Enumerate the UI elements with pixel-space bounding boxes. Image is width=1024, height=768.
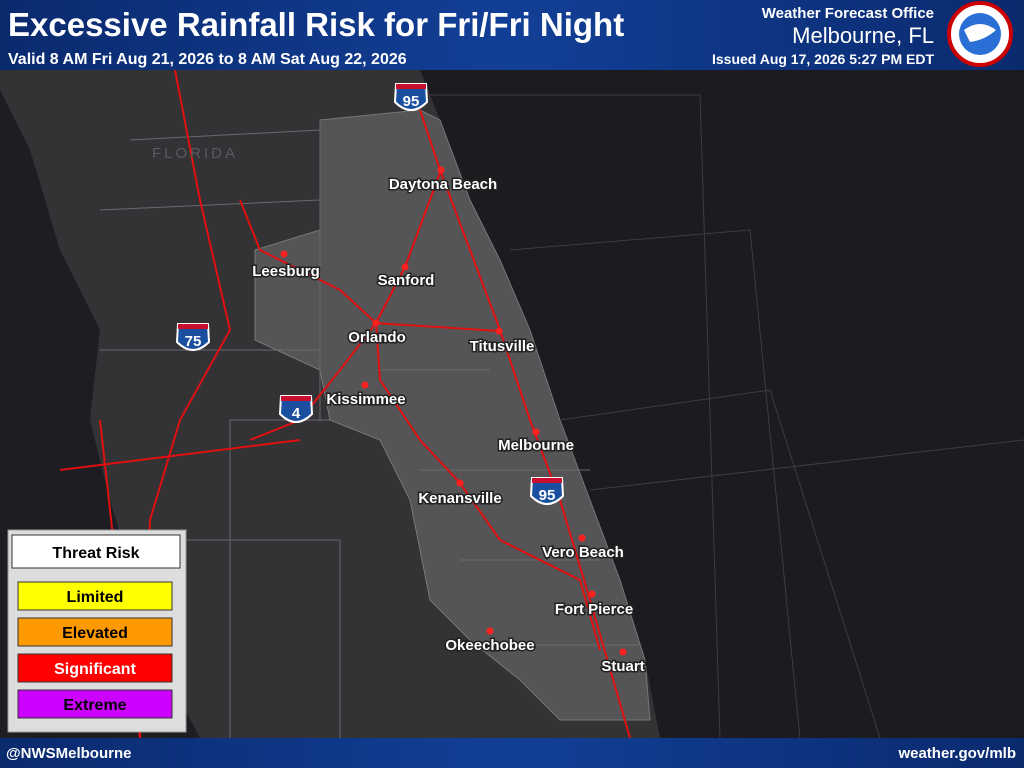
- state-label: FLORIDA: [152, 145, 238, 162]
- city-dot: [401, 263, 409, 271]
- city-dot: [456, 479, 464, 487]
- county-lines: [99, 94, 1024, 739]
- city-label: Stuart: [601, 658, 644, 675]
- city-label: Daytona Beach: [389, 176, 497, 193]
- ocean: [420, 70, 1024, 738]
- interstate-shield: [175, 323, 211, 351]
- legend-title: Threat Risk: [52, 545, 139, 562]
- footer-bar: [0, 738, 1024, 768]
- city-dot: [280, 250, 288, 258]
- city-dot: [495, 327, 503, 335]
- legend-swatch: [17, 653, 173, 683]
- legend-label: Significant: [54, 661, 136, 678]
- city-dot: [532, 428, 540, 436]
- city-dot: [372, 319, 380, 327]
- shield-number: 75: [185, 333, 202, 350]
- legend-label: Extreme: [63, 697, 126, 714]
- legend-title-box: [11, 534, 181, 569]
- shield-top: [178, 324, 208, 329]
- legend-label: Elevated: [62, 625, 128, 642]
- city-dot: [486, 627, 494, 635]
- nws-logo: [947, 1, 1013, 67]
- city-dot: [437, 166, 445, 174]
- shield-top: [532, 478, 562, 483]
- city-label: Titusville: [470, 338, 535, 355]
- forecast-area: [254, 109, 651, 721]
- legend-swatch: [17, 689, 173, 719]
- issued: Issued Aug 17, 2026 5:27 PM EDT: [712, 51, 934, 67]
- shield-number: 95: [403, 93, 420, 110]
- legend-label: Limited: [67, 589, 124, 606]
- city-label: Okeechobee: [445, 637, 534, 654]
- footer-right: weather.gov/mlb: [897, 745, 1016, 762]
- legend-swatch: [17, 581, 173, 611]
- city-label: Kenansville: [418, 490, 501, 507]
- interstate-shield: [278, 395, 314, 423]
- city-label: Fort Pierce: [555, 601, 633, 618]
- city-label: Melbourne: [498, 437, 574, 454]
- header-bar: [0, 0, 1024, 70]
- city-dot: [619, 648, 627, 656]
- shield-top: [396, 84, 426, 89]
- city-dot: [588, 590, 596, 598]
- location: Melbourne, FL: [792, 23, 934, 48]
- city-label: Sanford: [378, 272, 435, 289]
- interstate-shield: [393, 83, 429, 111]
- shield-number: 4: [292, 405, 301, 422]
- legend-swatch: [17, 617, 173, 647]
- title: Excessive Rainfall Risk for Fri/Fri Nigh…: [8, 6, 624, 43]
- city-label: Leesburg: [252, 263, 320, 280]
- city-label: Vero Beach: [542, 544, 624, 561]
- interstate-shield: [529, 477, 565, 505]
- office: Weather Forecast Office: [762, 5, 934, 22]
- city-dot: [578, 534, 586, 542]
- shield-top: [281, 396, 311, 401]
- city-dot: [361, 381, 369, 389]
- footer-left: @NWSMelbourne: [6, 745, 131, 762]
- shield-number: 95: [539, 487, 556, 504]
- subtitle: Valid 8 AM Fri Aug 21, 2026 to 8 AM Sat …: [8, 51, 407, 68]
- city-label: Kissimmee: [326, 391, 405, 408]
- legend: Threat Risk Limited Elevated Significant Ex…: [7, 529, 187, 733]
- city-label: Orlando: [348, 329, 406, 346]
